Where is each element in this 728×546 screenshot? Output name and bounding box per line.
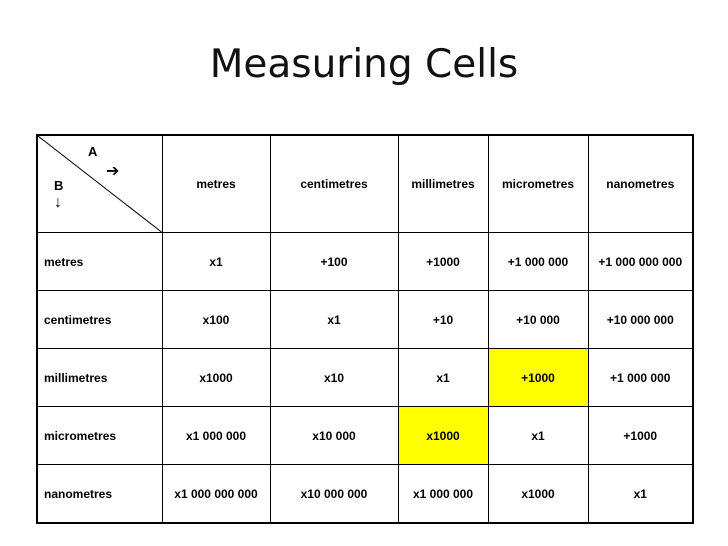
highlighted-cell: x1000: [397, 406, 489, 465]
table-cell: x1000: [161, 348, 271, 407]
row-header: millimetres: [36, 348, 163, 407]
col-header: metres: [161, 134, 271, 233]
col-header: nanometres: [587, 134, 694, 233]
table-row: micrometres x1 000 000 x10 000 x1000 x1 …: [36, 406, 694, 465]
table-cell: x100: [161, 290, 271, 349]
col-header: centimetres: [269, 134, 399, 233]
corner-cell: A ➔ B ↓: [36, 134, 163, 233]
table-cell: x10 000 000: [269, 464, 399, 524]
table-cell: +10 000 000: [587, 290, 694, 349]
row-header: nanometres: [36, 464, 163, 524]
page-title: Measuring Cells: [209, 42, 519, 87]
table-cell: +1 000 000: [487, 232, 589, 291]
table-cell: x10 000: [269, 406, 399, 465]
corner-diagonal: [38, 136, 162, 232]
table-cell: x1 000 000: [161, 406, 271, 465]
table-row: metres x1 +100 +1000 +1 000 000 +1 000 0…: [36, 232, 694, 291]
table-row: nanometres x1 000 000 000 x10 000 000 x1…: [36, 464, 694, 524]
table-cell: x1: [397, 348, 489, 407]
table-cell: x1: [269, 290, 399, 349]
table-cell: +1000: [397, 232, 489, 291]
corner-label-a: A: [88, 144, 98, 159]
table-cell: x1: [161, 232, 271, 291]
arrow-right-icon: ➔: [106, 163, 120, 180]
table-cell: x1 000 000 000: [161, 464, 271, 524]
table-cell: +1 000 000 000: [587, 232, 694, 291]
table-row: centimetres x100 x1 +10 +10 000 +10 000 …: [36, 290, 694, 349]
table-cell: x1000: [487, 464, 589, 524]
table-cell: x1: [487, 406, 589, 465]
col-header: micrometres: [487, 134, 589, 233]
table-row: millimetres x1000 x10 x1 +1000 +1 000 00…: [36, 348, 694, 407]
highlighted-cell: +1000: [487, 348, 589, 407]
table-cell: +10: [397, 290, 489, 349]
row-header: metres: [36, 232, 163, 291]
table-cell: +1000: [587, 406, 694, 465]
table-cell: +1 000 000: [587, 348, 694, 407]
corner-label-b: B: [54, 178, 64, 193]
table-cell: +100: [269, 232, 399, 291]
table-cell: x1 000 000: [397, 464, 489, 524]
arrow-down-icon: ↓: [54, 194, 62, 211]
col-header: millimetres: [397, 134, 489, 233]
row-header: micrometres: [36, 406, 163, 465]
row-header: centimetres: [36, 290, 163, 349]
table-cell: +10 000: [487, 290, 589, 349]
conversion-table: A ➔ B ↓ metres centimetres millimetres m…: [36, 134, 694, 524]
table-cell: x1: [587, 464, 694, 524]
header-row: A ➔ B ↓ metres centimetres millimetres m…: [36, 134, 694, 233]
table-cell: x10: [269, 348, 399, 407]
